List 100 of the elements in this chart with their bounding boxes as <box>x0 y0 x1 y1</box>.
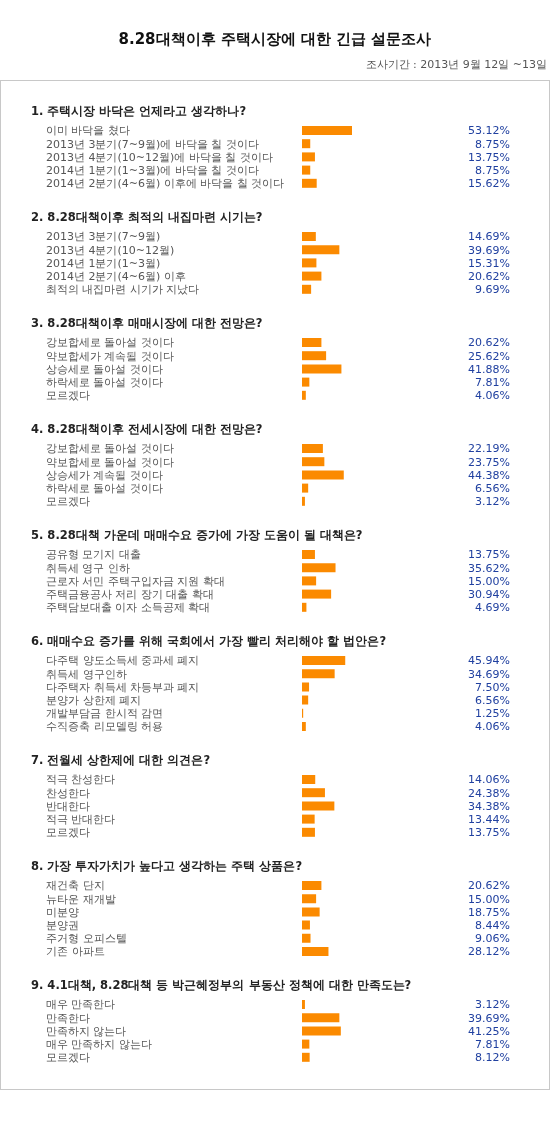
data-label: 15.31% <box>468 256 510 270</box>
y-tick-label: 상승세로 돌아설 것이다 <box>46 362 163 376</box>
bar <box>302 271 322 281</box>
y-tick-label: 수직증축 리모델링 허용 <box>46 720 164 734</box>
bar <box>302 1039 310 1049</box>
data-label: 13.75% <box>468 150 510 164</box>
y-tick-label: 모르겠다 <box>46 389 90 403</box>
bar <box>302 827 315 837</box>
data-label: 8.75% <box>475 163 510 177</box>
y-tick-label: 취득세 영구 인하 <box>46 561 130 575</box>
data-label: 23.75% <box>468 455 510 469</box>
y-tick-label: 2013년 4분기(10~12월) <box>46 243 175 257</box>
data-label: 28.12% <box>468 945 510 959</box>
chart-title: 9. 4.1대책, 8.28대책 등 박근혜정부의 부동산 정책에 대한 만족도는? <box>30 977 413 994</box>
bar <box>302 775 316 785</box>
data-label: 15.00% <box>468 574 510 588</box>
bar <box>302 563 336 573</box>
data-label: 6.56% <box>475 481 510 495</box>
data-label: 39.69% <box>468 243 510 257</box>
y-tick-label: 모르겠다 <box>46 826 90 840</box>
data-label: 22.19% <box>468 442 510 456</box>
bar <box>302 920 310 930</box>
y-tick-label: 만족한다 <box>46 1012 90 1026</box>
data-label: 30.94% <box>468 587 510 601</box>
y-tick-label: 상승세가 계속될 것이다 <box>46 468 163 482</box>
bar <box>302 814 315 824</box>
y-tick-label: 최적의 내집마련 시기가 지났다 <box>46 283 200 297</box>
bar <box>302 550 315 559</box>
bar <box>302 589 332 599</box>
data-label: 45.94% <box>468 654 510 668</box>
bar <box>302 907 320 917</box>
y-tick-label: 2013년 4분기(10~12월)에 바닥을 칠 것이다 <box>46 150 273 164</box>
y-tick-label: 주택금융공사 저리 장기 대출 확대 <box>46 588 214 602</box>
data-label: 13.44% <box>468 813 510 827</box>
data-label: 7.81% <box>475 375 510 389</box>
bar <box>302 695 309 705</box>
y-tick-label: 개발부담금 한시적 감면 <box>46 707 164 721</box>
y-tick-label: 매우 만족하지 않는다 <box>46 1038 152 1052</box>
y-tick-label: 2014년 1분기(1~3월) <box>46 256 161 270</box>
y-tick-label: 적극 반대한다 <box>46 813 116 827</box>
bar <box>302 390 306 400</box>
text: 8. 가장 투자가치가 높다고 생각하는 주택 상품은? <box>30 858 304 875</box>
y-tick-label: 2013년 3분기(7~9월) <box>46 230 161 244</box>
bar <box>302 496 305 506</box>
data-label: 6.56% <box>475 693 510 707</box>
data-label: 20.62% <box>468 269 510 283</box>
y-tick-label: 다주택 양도소득세 중과세 폐지 <box>46 654 200 668</box>
y-tick-label: 모르겠다 <box>46 495 90 509</box>
y-tick-label: 기존 아파트 <box>46 945 105 959</box>
y-tick-label: 약보합세로 돌아설 것이다 <box>46 455 174 469</box>
bar <box>302 165 311 175</box>
text: 조사기간 : 2013년 9월 12일 ~13일 <box>365 57 547 73</box>
bar <box>302 576 317 586</box>
text: 3. 8.28대책이후 매매시장에 대한 전망은? <box>30 315 264 331</box>
y-tick-label: 만족하지 않는다 <box>46 1025 127 1039</box>
data-label: 24.38% <box>468 786 510 800</box>
bar <box>302 656 346 665</box>
y-tick-label: 강보합세로 돌아설 것이다 <box>46 336 174 350</box>
data-label: 35.62% <box>468 561 510 575</box>
data-label: 9.69% <box>475 283 510 297</box>
y-tick-label: 반대한다 <box>46 800 90 814</box>
data-label: 7.50% <box>475 680 510 694</box>
y-tick-label: 찬성한다 <box>46 786 90 800</box>
y-tick-label: 주거형 오피스텔 <box>46 932 127 946</box>
bar <box>302 801 335 811</box>
bar <box>302 947 329 957</box>
y-tick-label: 근로자 서민 주택구입자금 지원 확대 <box>46 574 225 588</box>
y-tick-label: 매우 만족한다 <box>46 998 116 1012</box>
bar <box>302 232 316 241</box>
y-tick-label: 하락세로 돌아설 것이다 <box>46 482 163 496</box>
bar <box>302 126 352 135</box>
text: 7. 전월세 상한제에 대한 의견은? <box>30 752 212 769</box>
data-label: 25.62% <box>468 349 510 363</box>
data-label: 8.75% <box>475 137 510 151</box>
bar <box>302 1013 340 1023</box>
text: 6. 매매수요 증가를 위해 국회에서 가장 빨리 처리해야 할 법안은? <box>30 633 388 649</box>
text: 1. 주택시장 바닥은 언제라고 생각하나? <box>30 103 248 119</box>
bar <box>302 894 317 904</box>
data-label: 14.69% <box>468 230 510 244</box>
data-label: 13.75% <box>468 826 510 840</box>
y-tick-label: 주택담보대출 이자 소득공제 확대 <box>46 601 211 615</box>
y-tick-label: 다주택자 취득세 차등부과 폐지 <box>46 680 200 694</box>
data-label: 53.12% <box>468 124 510 138</box>
data-label: 18.75% <box>468 905 510 919</box>
bar <box>302 245 340 255</box>
data-label: 4.06% <box>475 720 510 734</box>
y-tick-label: 분양권 <box>46 919 80 933</box>
y-tick-label: 강보합세로 돌아설 것이다 <box>46 442 174 456</box>
bar <box>302 444 323 453</box>
bar <box>302 1000 305 1010</box>
bar <box>302 152 315 162</box>
data-label: 20.62% <box>468 336 510 350</box>
data-label: 4.06% <box>475 389 510 403</box>
bar <box>302 364 342 374</box>
bar <box>302 602 307 612</box>
y-tick-label: 이미 바닥을 쳤다 <box>46 124 130 138</box>
data-label: 3.12% <box>475 495 510 509</box>
bar <box>302 933 311 943</box>
y-tick-label: 뉴타운 재개발 <box>46 892 116 906</box>
data-label: 3.12% <box>475 998 510 1012</box>
